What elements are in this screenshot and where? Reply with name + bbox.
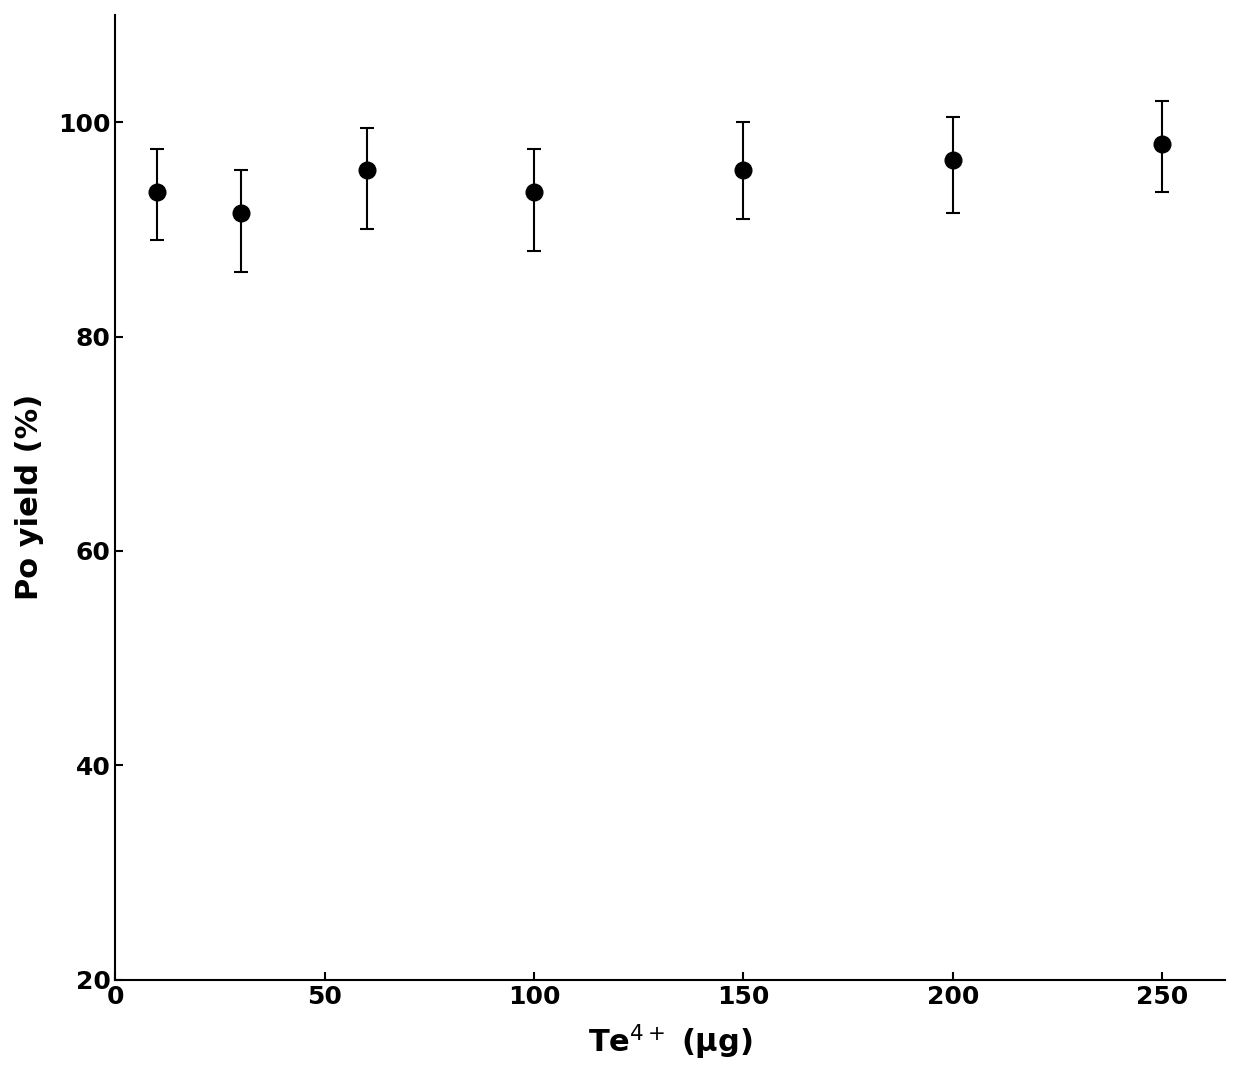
X-axis label: Te$^{4+}$ (μg): Te$^{4+}$ (μg) — [588, 1022, 753, 1062]
Y-axis label: Po yield (%): Po yield (%) — [15, 394, 43, 601]
